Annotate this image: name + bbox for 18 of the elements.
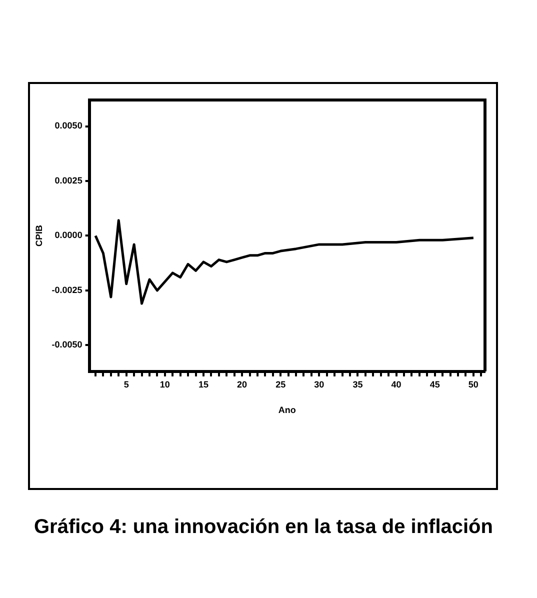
x-tick-label: 35 <box>352 379 363 390</box>
x-axis-title: Ano <box>278 405 296 416</box>
y-tick-label: -0.0050 <box>52 340 82 350</box>
x-tick-label: 15 <box>198 379 208 390</box>
x-tick-label: 30 <box>314 379 324 390</box>
x-tick-label: 10 <box>160 379 170 390</box>
x-tick-label: 40 <box>391 379 402 390</box>
y-tick-label: -0.0025 <box>52 284 82 295</box>
text: Gráfico 4: una innovación en la tasa de inflación <box>34 515 494 540</box>
y-axis-title: CPIB <box>34 224 44 246</box>
x-tick-label: 45 <box>430 379 440 390</box>
x-tick-label: 50 <box>468 379 478 390</box>
x-tick-label: 20 <box>237 379 248 390</box>
x-tick-label: 25 <box>276 379 286 390</box>
x-tick-label: 5 <box>124 379 129 390</box>
y-tick-label: 0.0050 <box>54 120 82 131</box>
y-tick-label: 0.0025 <box>54 175 82 186</box>
y-tick-label: 0.0000 <box>54 230 82 240</box>
